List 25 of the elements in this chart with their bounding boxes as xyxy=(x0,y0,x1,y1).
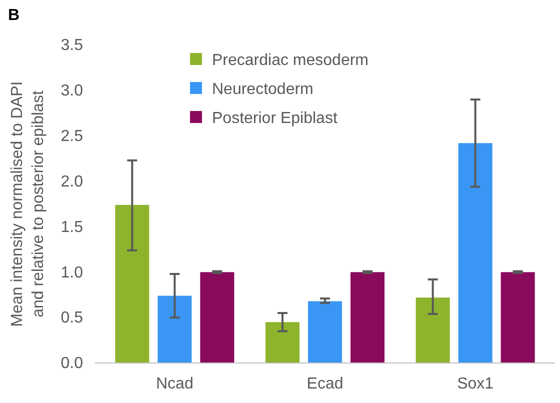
x-tick-label: Ncad xyxy=(156,375,194,392)
bar xyxy=(200,272,234,363)
y-tick-label: 3.5 xyxy=(60,37,84,54)
y-tick-label: 3.0 xyxy=(60,82,84,100)
bar xyxy=(458,143,492,363)
x-tick-label: Sox1 xyxy=(457,375,494,392)
bar xyxy=(416,298,450,363)
bar xyxy=(115,204,150,363)
bar xyxy=(265,322,300,363)
bar xyxy=(158,296,192,363)
y-tick-label: 1.5 xyxy=(60,218,84,236)
bar xyxy=(500,272,535,363)
y-axis-title: Mean intensity normalised to DAPI and relative to posterior epiblast xyxy=(9,81,47,327)
y-tick-label: 1.0 xyxy=(60,264,84,282)
y-tick-label: 2.0 xyxy=(60,173,84,190)
y-tick-label: 2.5 xyxy=(60,128,84,145)
bar xyxy=(350,272,385,363)
y-tick-label: 0.0 xyxy=(60,355,84,372)
legend-label: Precardiac mesoderm xyxy=(212,52,368,69)
bar xyxy=(308,301,342,363)
text: B xyxy=(8,7,20,24)
legend-label: Neurectoderm xyxy=(212,81,314,98)
x-tick-label: Ecad xyxy=(306,375,344,392)
y-tick-label: 0.5 xyxy=(60,310,84,327)
legend-label: Posterior Epiblast xyxy=(212,110,338,127)
